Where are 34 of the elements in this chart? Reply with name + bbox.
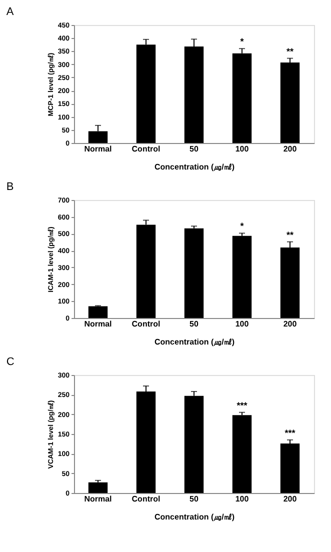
annotation: ** xyxy=(286,46,294,56)
x-axis-title: Concentration (㎍/㎖) xyxy=(154,338,235,346)
x-tick-label: Control xyxy=(132,320,160,328)
x-tick-label: 100 xyxy=(235,494,250,504)
x-tick-label: Control xyxy=(132,144,160,154)
bar xyxy=(232,415,252,493)
x-tick-label: Normal xyxy=(84,144,112,154)
annotation: *** xyxy=(236,400,248,410)
x-tick-label: Control xyxy=(132,494,160,504)
annotation: * xyxy=(240,221,244,232)
bar xyxy=(88,306,108,318)
chart-title: A xyxy=(6,6,14,18)
x-tick-label: 50 xyxy=(190,494,199,504)
x-tick-label: Normal xyxy=(84,320,112,328)
x-tick-label: Normal xyxy=(84,494,112,504)
annotation: * xyxy=(240,36,244,47)
x-tick-label: 200 xyxy=(283,320,298,328)
annotation: *** xyxy=(284,428,296,438)
chart-title: B xyxy=(6,181,14,193)
x-tick-label: 100 xyxy=(235,320,250,328)
x-tick-label: 200 xyxy=(283,144,298,154)
annotation: ** xyxy=(286,230,294,240)
x-tick-label: 50 xyxy=(190,144,199,154)
x-tick-label: 200 xyxy=(283,494,298,504)
x-tick-label: 100 xyxy=(235,144,250,154)
bar xyxy=(232,53,252,143)
x-tick-label: 50 xyxy=(190,320,199,328)
bar xyxy=(136,224,156,318)
x-axis-title: Concentration (㎍/㎖) xyxy=(154,512,235,522)
bar xyxy=(184,396,204,493)
chart-title: C xyxy=(6,356,14,368)
x-axis-title: Concentration (㎍/㎖) xyxy=(154,162,235,172)
bar xyxy=(280,443,300,493)
bar xyxy=(280,62,300,143)
